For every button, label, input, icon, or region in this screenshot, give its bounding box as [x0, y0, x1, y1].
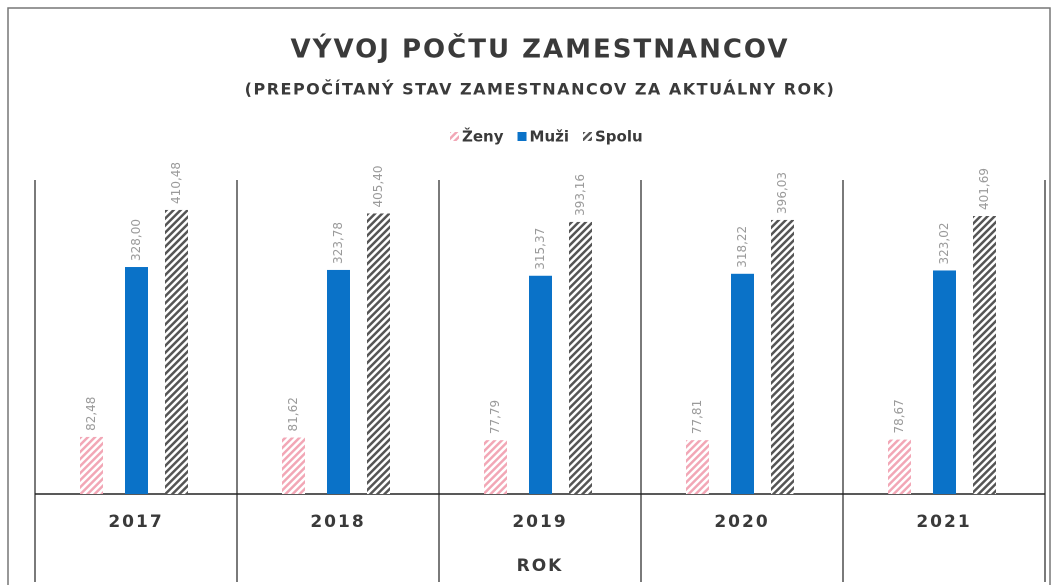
- chart-subtitle: (PREPOČÍTANÝ STAV ZAMESTNANCOV ZA AKTUÁL…: [245, 80, 836, 99]
- x-tick-label: 2017: [108, 512, 163, 532]
- legend-label: Muži: [530, 128, 569, 146]
- data-label: 393,16: [573, 174, 587, 216]
- data-label: 82,48: [84, 397, 98, 431]
- bar: [367, 213, 390, 494]
- data-label: 328,00: [129, 219, 143, 261]
- bar: [731, 273, 754, 494]
- data-label: 77,79: [488, 400, 502, 434]
- data-label: 318,22: [735, 226, 749, 268]
- data-label: 401,69: [977, 168, 991, 210]
- bar: [771, 219, 794, 494]
- bar: [933, 270, 956, 494]
- bar: [569, 221, 592, 494]
- chart-title: VÝVOJ POČTU ZAMESTNANCOV: [291, 33, 790, 65]
- x-tick-label: 2021: [916, 512, 971, 532]
- bar: [80, 436, 103, 494]
- bar: [686, 440, 709, 494]
- data-label: 405,40: [371, 165, 385, 207]
- x-tick-label: 2020: [714, 512, 769, 532]
- legend-label: Spolu: [595, 128, 643, 146]
- bar: [484, 440, 507, 494]
- data-label: 315,37: [533, 228, 547, 270]
- legend-swatch: [517, 132, 527, 141]
- data-label: 323,78: [331, 222, 345, 264]
- data-label: 78,67: [892, 399, 906, 433]
- legend-label: Ženy: [462, 127, 504, 146]
- data-label: 323,02: [937, 222, 951, 264]
- bar: [529, 275, 552, 494]
- bar: [973, 216, 996, 494]
- bar: [888, 439, 911, 494]
- legend-swatch: [583, 132, 592, 141]
- x-tick-label: 2019: [512, 512, 567, 532]
- bar: [165, 209, 188, 494]
- x-tick-label: 2018: [310, 512, 365, 532]
- data-label: 77,81: [690, 400, 704, 434]
- data-label: 410,48: [169, 162, 183, 204]
- bar: [125, 267, 148, 494]
- bar: [327, 269, 350, 494]
- x-axis-label: ROK: [517, 556, 564, 576]
- data-label: 396,03: [775, 172, 789, 214]
- data-label: 81,62: [286, 397, 300, 431]
- legend-swatch: [450, 132, 459, 141]
- bar: [282, 437, 305, 494]
